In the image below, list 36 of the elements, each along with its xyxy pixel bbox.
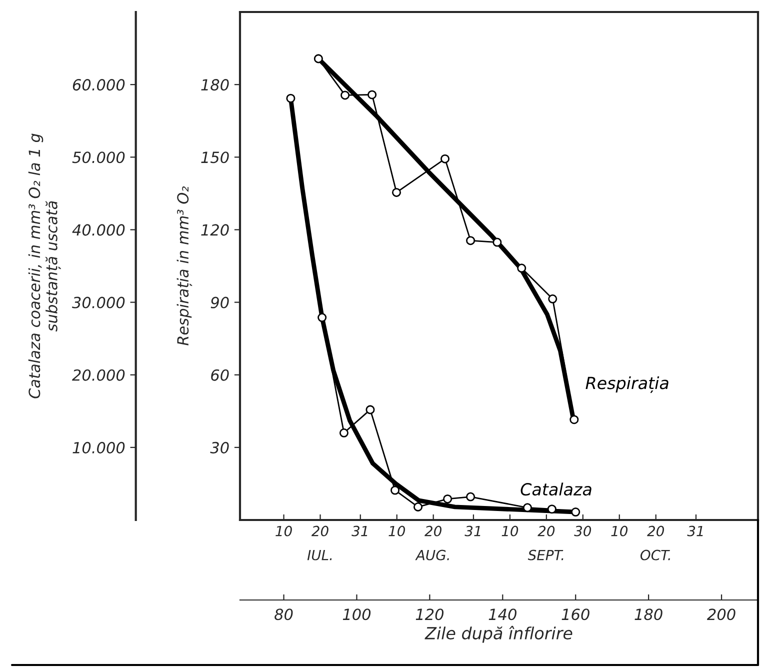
- y-tick-label: 30: [210, 442, 229, 454]
- x2-tick-label: 20 IUL.: [307, 526, 332, 560]
- y2-tick-label: 30.000: [72, 296, 125, 308]
- y-tick-label: 150: [201, 152, 229, 164]
- y-tick-label: 90: [210, 296, 229, 308]
- x2-tick-label: 10: [611, 526, 628, 536]
- x2-tick-label: 20 AUG.: [415, 526, 449, 560]
- y-axis-title: Respirația in mm³ O₂: [176, 186, 192, 346]
- x-tick-label: 160: [562, 608, 590, 620]
- y-tick-label: 120: [201, 224, 229, 236]
- x2-tick-label: 20 OCT.: [640, 526, 670, 560]
- x-tick-label: 200: [707, 608, 736, 620]
- x-tick-label: 120: [416, 608, 444, 620]
- series-label: Catalaza: [520, 482, 592, 496]
- y2-axis-title: Catalaza coacerii, in mm³ O₂ la 1 g substanță uscată: [28, 134, 61, 398]
- y2-tick-label: 50.000: [72, 152, 125, 164]
- x2-tick-label: 10: [388, 526, 405, 536]
- y-tick-label: 180: [201, 79, 229, 91]
- x2-tick-label: 10: [502, 526, 518, 536]
- y2-tick-label: 20.000: [72, 369, 125, 381]
- y2-tick-label: 60.000: [72, 79, 125, 91]
- x2-tick-label: 20 SEPT.: [528, 526, 564, 560]
- x2-tick-label: 10: [276, 526, 292, 536]
- y2-tick-label: 10.000: [72, 442, 125, 454]
- x2-tick-label: 31: [687, 526, 703, 536]
- x-axis-title: Zile după înflorire: [424, 626, 572, 643]
- x2-tick-label: 31: [464, 526, 480, 536]
- x2-tick-label: 30: [574, 526, 592, 536]
- x-tick-label: 140: [488, 608, 516, 620]
- x-tick-label: 80: [274, 608, 293, 620]
- y-tick-label: 60: [211, 369, 229, 381]
- x2-tick-label: 31: [352, 526, 368, 536]
- x-tick-label: 180: [634, 608, 662, 620]
- series-label: Respirația: [586, 376, 668, 394]
- x-tick-label: 100: [342, 608, 371, 620]
- y2-tick-label: 40.000: [72, 224, 125, 236]
